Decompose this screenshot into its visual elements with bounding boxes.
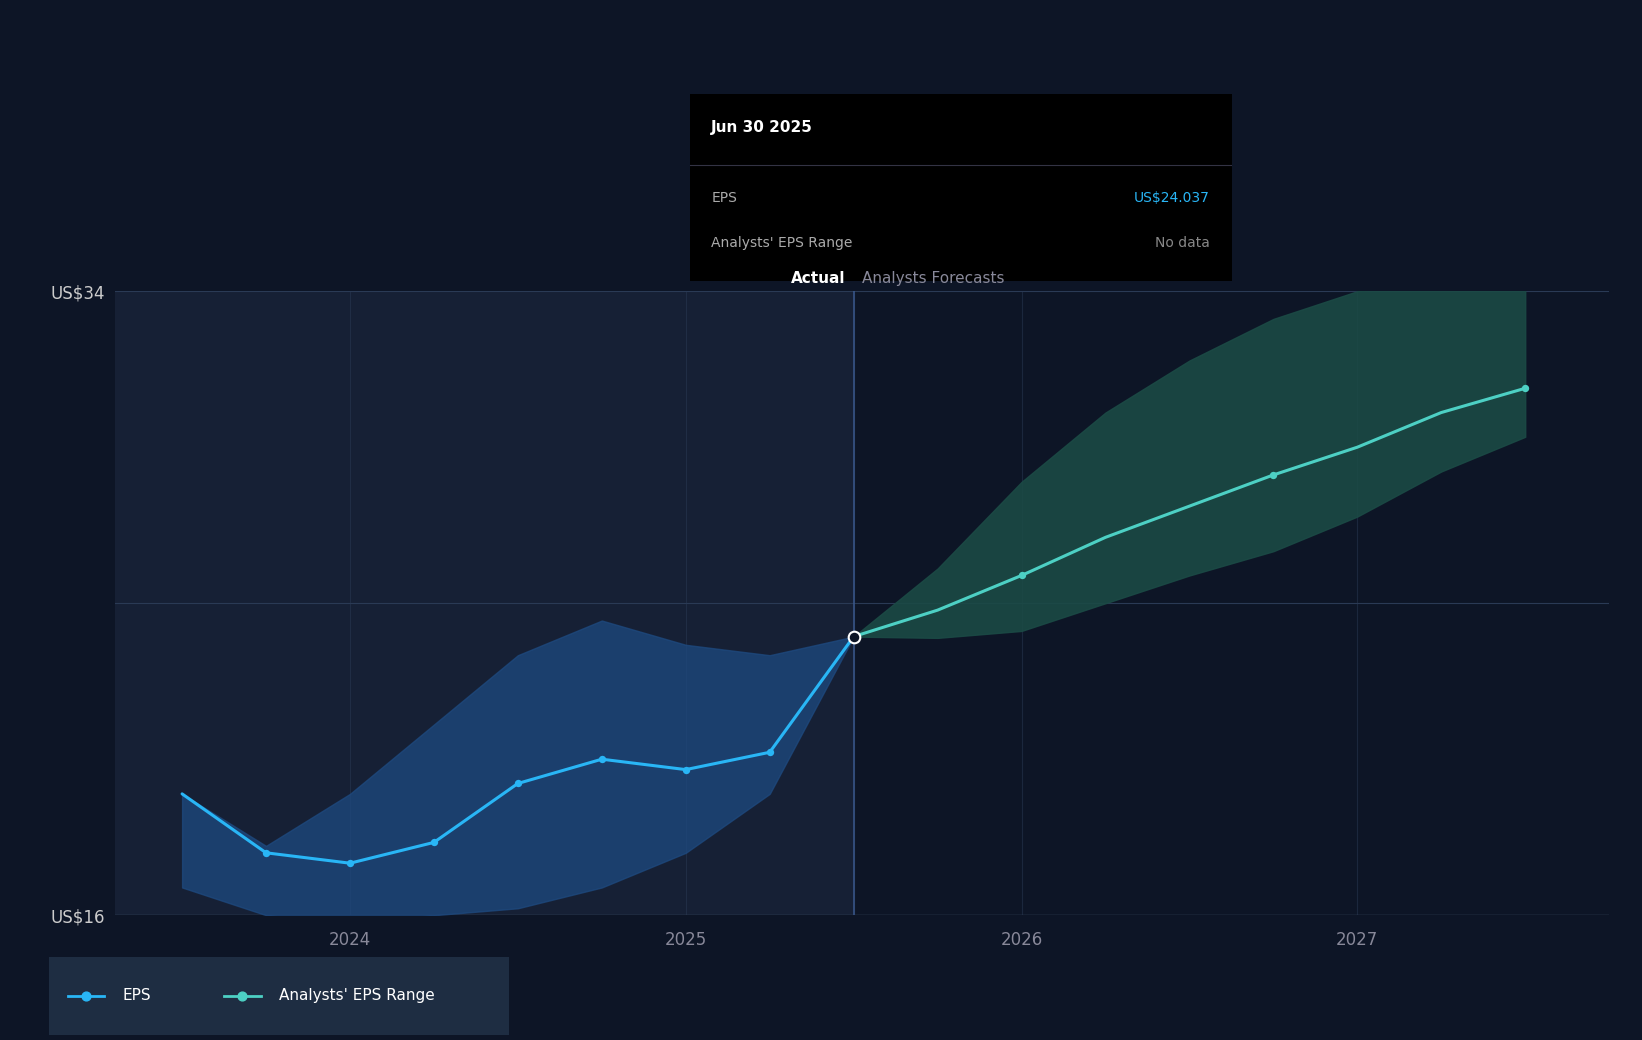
- Point: [1261, 467, 1287, 484]
- Text: EPS: EPS: [123, 988, 151, 1004]
- Point: [504, 775, 530, 791]
- Text: Actual: Actual: [791, 271, 846, 286]
- Text: Analysts' EPS Range: Analysts' EPS Range: [711, 236, 852, 251]
- Text: Jun 30 2025: Jun 30 2025: [711, 120, 813, 135]
- Point: [253, 844, 279, 861]
- Text: EPS: EPS: [711, 191, 737, 206]
- Point: [420, 834, 447, 851]
- Point: [673, 761, 699, 778]
- Point: [72, 988, 99, 1005]
- Point: [757, 744, 783, 760]
- Point: [230, 988, 256, 1005]
- Text: No data: No data: [1154, 236, 1210, 251]
- Text: US$24.037: US$24.037: [1135, 191, 1210, 206]
- Point: [841, 628, 867, 645]
- Point: [1008, 567, 1034, 583]
- Text: Analysts' EPS Range: Analysts' EPS Range: [279, 988, 435, 1004]
- Point: [337, 855, 363, 872]
- Point: [1512, 380, 1539, 396]
- Bar: [115, 291, 854, 915]
- Point: [589, 751, 616, 768]
- Text: Analysts Forecasts: Analysts Forecasts: [862, 271, 1005, 286]
